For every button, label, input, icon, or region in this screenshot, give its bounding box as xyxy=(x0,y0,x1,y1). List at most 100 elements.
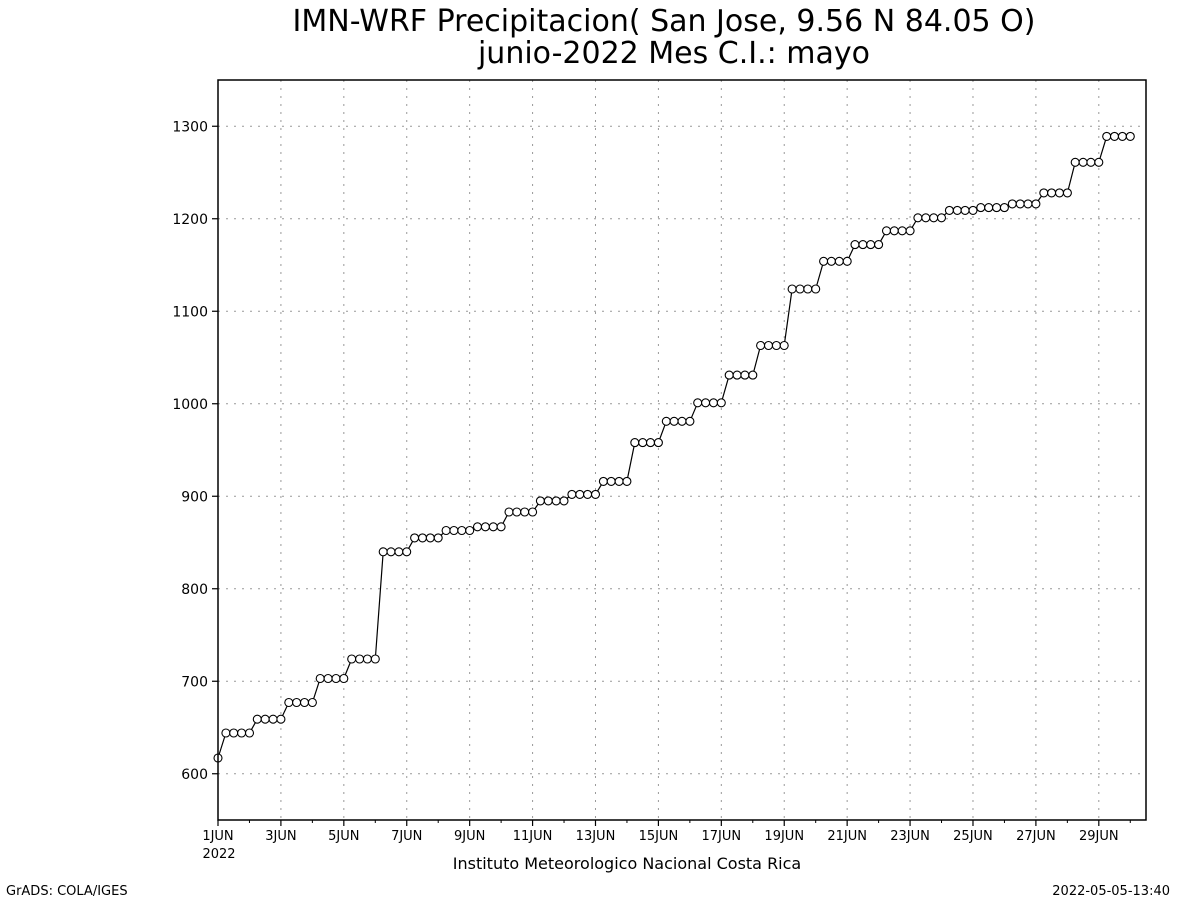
grid-lines xyxy=(218,80,1146,820)
data-point xyxy=(1031,199,1041,209)
data-point xyxy=(685,416,695,426)
y-tick-label: 700 xyxy=(181,674,208,690)
data-point xyxy=(740,370,750,380)
data-point xyxy=(449,525,459,536)
data-point xyxy=(559,496,569,506)
data-point xyxy=(410,533,420,543)
data-point xyxy=(1117,131,1127,141)
data-point xyxy=(763,340,774,351)
data-point xyxy=(630,438,640,448)
data-point xyxy=(669,416,679,426)
data-point xyxy=(1070,157,1080,167)
data-point xyxy=(614,476,624,486)
x-tick-label: 23JUN xyxy=(890,829,930,844)
data-point xyxy=(645,438,656,448)
data-point xyxy=(386,547,396,557)
data-point xyxy=(244,728,255,738)
data-point xyxy=(229,728,239,738)
x-axis-label: Instituto Meteorologico Nacional Costa R… xyxy=(453,854,801,873)
data-point xyxy=(1109,131,1120,141)
data-point xyxy=(1078,157,1088,167)
data-point xyxy=(339,673,349,684)
data-point xyxy=(551,496,561,506)
data-point xyxy=(583,489,593,499)
x-year-label: 2022 xyxy=(202,847,235,862)
data-point xyxy=(874,240,884,250)
data-point xyxy=(260,714,270,724)
data-point xyxy=(504,507,514,517)
data-point xyxy=(834,256,844,266)
x-tick-label: 11JUN xyxy=(513,829,553,844)
data-point xyxy=(936,213,947,223)
y-tick-label: 800 xyxy=(181,582,208,598)
data-point xyxy=(496,522,506,532)
data-point xyxy=(842,256,852,266)
y-tick-label: 1200 xyxy=(172,212,208,228)
data-point xyxy=(921,213,931,223)
y-axis: 600 700 800 900 1000 1100 1200 1300 xyxy=(172,119,218,783)
data-point xyxy=(992,203,1002,213)
data-point xyxy=(701,398,711,408)
data-point xyxy=(1023,199,1033,209)
x-tick-label: 29JUN xyxy=(1079,829,1119,844)
data-point xyxy=(417,533,428,543)
data-point xyxy=(221,728,231,738)
data-point xyxy=(866,240,876,250)
data-point xyxy=(543,496,553,506)
data-point xyxy=(708,398,719,408)
data-point xyxy=(252,714,262,724)
x-tick-label: 15JUN xyxy=(639,829,679,844)
x-tick-label: 9JUN xyxy=(454,829,485,844)
data-point xyxy=(952,205,962,215)
data-point xyxy=(237,728,247,738)
x-tick-label: 19JUN xyxy=(764,829,804,844)
data-point xyxy=(779,340,789,351)
x-tick-label: 25JUN xyxy=(953,829,993,844)
x-tick-label: 13JUN xyxy=(576,829,616,844)
data-point xyxy=(1125,131,1135,141)
x-tick-label: 3JUN xyxy=(265,829,296,844)
data-point xyxy=(850,240,860,250)
chart-title-line1: IMN-WRF Precipitacion( San Jose, 9.56 N … xyxy=(293,4,1036,39)
data-point xyxy=(425,533,435,543)
data-point xyxy=(394,547,404,557)
data-point xyxy=(1086,157,1096,167)
data-point xyxy=(724,370,734,380)
data-point xyxy=(929,213,939,223)
data-point xyxy=(378,547,388,557)
data-point xyxy=(276,714,286,724)
x-tick-label: 21JUN xyxy=(827,829,867,844)
footer-right: 2022-05-05-13:40 xyxy=(1052,884,1170,899)
footer-left: GrADS: COLA/IGES xyxy=(6,884,128,899)
data-point xyxy=(1062,188,1072,198)
data-point xyxy=(465,525,475,536)
data-point xyxy=(999,203,1009,213)
data-point xyxy=(984,203,994,213)
data-point xyxy=(976,203,986,213)
x-axis: 1JUN 3JUN 5JUN 7JUN 9JUN 11JUN 13JUN 15JUN 17JUN… xyxy=(202,820,1131,844)
data-point xyxy=(1015,199,1025,209)
data-point xyxy=(402,547,412,557)
data-point xyxy=(347,654,357,664)
data-point xyxy=(433,533,443,543)
data-point xyxy=(881,226,892,236)
data-point xyxy=(819,256,829,266)
data-point xyxy=(1102,131,1112,141)
data-point xyxy=(795,284,805,294)
data-point xyxy=(441,525,451,536)
data-point xyxy=(693,398,703,408)
y-tick-label: 600 xyxy=(181,767,208,783)
data-point xyxy=(889,226,899,236)
data-point xyxy=(748,370,758,380)
data-point xyxy=(913,213,923,223)
series-line xyxy=(217,135,1131,759)
data-point xyxy=(480,522,490,532)
data-point xyxy=(528,507,538,517)
data-point xyxy=(1054,188,1065,198)
data-point xyxy=(826,256,836,266)
data-point xyxy=(756,340,766,351)
data-point xyxy=(284,697,294,708)
data-point xyxy=(472,522,483,532)
data-point xyxy=(520,507,530,517)
